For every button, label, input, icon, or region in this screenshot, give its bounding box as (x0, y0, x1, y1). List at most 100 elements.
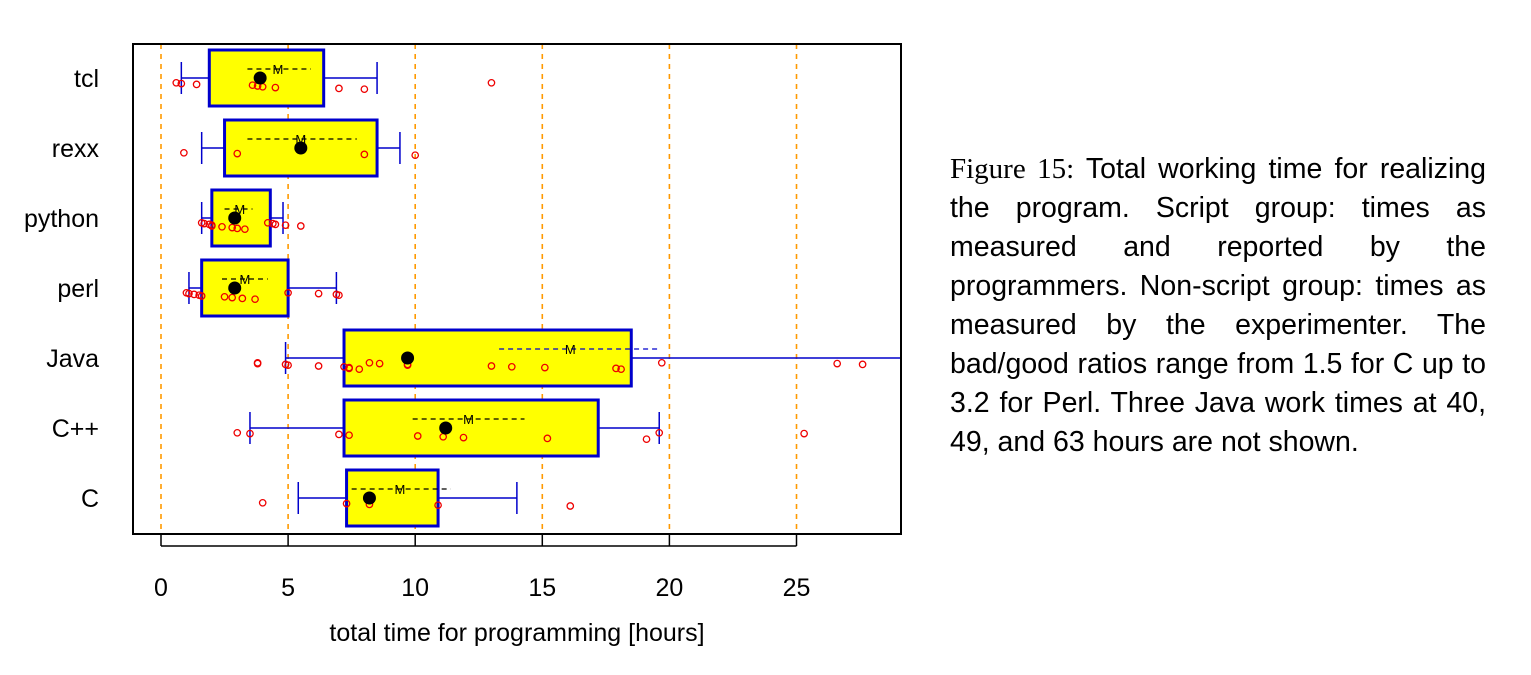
data-point (177, 79, 186, 88)
mean-marker: M (234, 202, 245, 217)
data-point (233, 428, 242, 437)
data-point (207, 222, 216, 230)
data-point (248, 81, 257, 90)
data-point (642, 435, 651, 444)
data-point (507, 362, 516, 371)
data-point (543, 434, 552, 443)
data-point (271, 83, 280, 92)
box-C++ (342, 398, 600, 458)
caption-text: Total working time for realizing the pro… (950, 153, 1486, 458)
data-point (251, 295, 259, 304)
data-point (345, 364, 353, 373)
data-point (238, 294, 247, 303)
mean-marker: M (565, 342, 576, 357)
data-point (335, 84, 343, 93)
data-point (190, 290, 198, 299)
data-point (360, 150, 369, 159)
x-tick-label: 5 (281, 574, 295, 602)
x-tick-label: 10 (401, 574, 429, 602)
data-point (180, 148, 188, 157)
box-perl (200, 258, 290, 318)
data-point (241, 225, 249, 234)
data-point (263, 218, 272, 227)
median-dot (294, 141, 308, 155)
data-point (335, 291, 343, 300)
x-tick-label: 15 (528, 574, 556, 602)
data-point (566, 502, 575, 510)
mean-marker: M (239, 272, 250, 287)
data-point (459, 433, 468, 442)
box-C (345, 468, 440, 528)
x-tick-label: 0 (154, 574, 168, 602)
data-point (218, 222, 226, 231)
data-point (233, 224, 242, 233)
data-point (800, 429, 808, 438)
y-tick-label: C++ (52, 415, 99, 443)
data-point (314, 362, 323, 370)
data-point (434, 501, 442, 510)
data-point (411, 151, 420, 160)
data-point (657, 358, 666, 367)
data-point (335, 430, 343, 439)
figure-caption: Figure 15: Total working time for realiz… (950, 150, 1486, 462)
median-dot (362, 491, 376, 505)
data-point (342, 499, 351, 508)
data-point (228, 293, 237, 302)
y-tick-label: C (81, 485, 99, 513)
data-point (281, 221, 290, 230)
data-point (246, 429, 254, 438)
data-point (258, 498, 267, 507)
data-point (185, 289, 193, 298)
data-point (365, 358, 374, 367)
data-point (314, 289, 323, 298)
y-tick-label: rexx (52, 135, 100, 163)
median-dot (401, 351, 415, 365)
data-point (340, 362, 348, 371)
data-point (284, 288, 292, 297)
x-tick-label: 20 (655, 574, 683, 602)
y-tick-label: tcl (74, 65, 99, 93)
median-dot (228, 211, 242, 225)
x-axis-label: total time for programming [hours] (329, 619, 704, 647)
data-point (284, 361, 292, 370)
data-point (228, 223, 237, 232)
box-Java (342, 328, 633, 388)
data-point (253, 359, 262, 368)
data-point (355, 365, 364, 374)
mean-marker: M (295, 132, 306, 147)
data-point (612, 364, 620, 373)
data-point (655, 428, 664, 437)
data-point (345, 431, 353, 440)
data-point (233, 149, 242, 158)
data-point (172, 78, 181, 87)
data-point (375, 359, 384, 368)
data-point (413, 432, 422, 440)
data-point (858, 360, 867, 369)
data-point (540, 363, 549, 372)
data-point (296, 222, 305, 230)
data-point (833, 359, 842, 368)
data-point (192, 80, 201, 89)
data-point (197, 292, 206, 300)
y-tick-label: Java (46, 345, 99, 373)
data-point (360, 85, 369, 94)
figure-label: Figure 15: (950, 153, 1075, 185)
plot-frame (132, 43, 902, 535)
mean-marker: M (395, 482, 406, 497)
y-tick-label: python (24, 205, 99, 233)
data-point (487, 362, 496, 370)
data-point (617, 365, 625, 374)
y-tick-label: perl (57, 275, 99, 303)
mean-marker: M (463, 412, 474, 427)
data-point (200, 219, 209, 228)
data-point (220, 292, 229, 301)
x-tick-label: 25 (783, 574, 811, 602)
median-dot (253, 71, 267, 85)
data-point (487, 78, 496, 87)
data-point (271, 220, 280, 229)
median-dot (439, 421, 453, 435)
median-dot (228, 281, 242, 295)
plot-area: M M M M M M M (172, 48, 901, 528)
